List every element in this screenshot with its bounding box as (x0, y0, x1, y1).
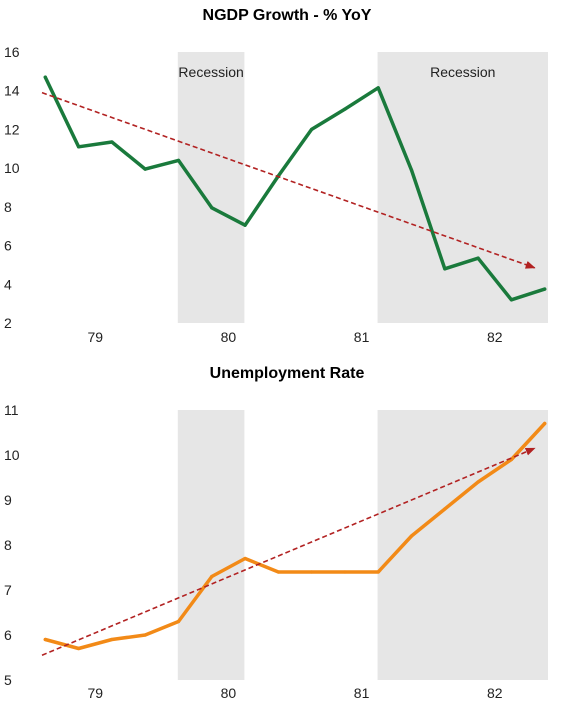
data-point (43, 637, 47, 642)
y-tick-label: 16 (4, 44, 20, 60)
data-point (110, 637, 114, 642)
data-point (143, 633, 147, 637)
data-point (509, 298, 513, 302)
data-point (110, 140, 114, 144)
data-point (476, 480, 480, 484)
series-line (43, 421, 547, 651)
trend-arrow (41, 91, 536, 269)
data-point (243, 223, 247, 227)
y-tick-label: 2 (4, 315, 12, 331)
y-tick-label: 8 (4, 537, 12, 553)
series-line (43, 75, 547, 302)
unemployment-rate-chart: Unemployment Rate 5 6 7 8 9 10 11 79 80 81 82 (4, 365, 548, 701)
data-point (310, 127, 314, 132)
recession-shade (377, 52, 548, 323)
data-point (176, 158, 181, 162)
y-tick-label: 10 (4, 447, 20, 463)
data-point (409, 534, 414, 538)
recession-shade (177, 410, 245, 680)
data-point (443, 267, 447, 271)
y-tick-label: 14 (4, 83, 20, 99)
x-tick-label: 80 (221, 329, 237, 345)
data-point (210, 206, 214, 210)
x-tick-label: 80 (221, 685, 237, 701)
data-point (476, 256, 480, 260)
x-tick-label: 81 (354, 685, 370, 701)
data-point (443, 507, 447, 511)
data-point (77, 145, 81, 149)
x-tick-label: 82 (487, 329, 503, 345)
data-point (210, 574, 214, 579)
data-point (409, 168, 414, 172)
data-point (376, 86, 380, 90)
data-point (543, 287, 547, 291)
data-point (310, 570, 314, 574)
data-point (276, 570, 280, 574)
recession-shade (377, 410, 548, 680)
trend-arrow (41, 447, 536, 656)
y-tick-label: 12 (4, 121, 20, 137)
y-tick-label: 8 (4, 199, 12, 215)
ngdp-growth-chart: Recession Recession NGDP Growth - % YoY 2 4 6… (4, 7, 548, 345)
y-tick-label: 4 (4, 276, 12, 292)
data-point (176, 619, 181, 624)
data-point (343, 570, 347, 574)
y-tick-label: 7 (4, 582, 12, 598)
y-tick-label: 6 (4, 627, 12, 643)
recession-label: Recession (430, 64, 495, 80)
x-tick-label: 81 (354, 329, 370, 345)
y-tick-label: 9 (4, 492, 12, 508)
y-tick-label: 11 (4, 402, 19, 418)
x-tick-label: 82 (487, 685, 503, 701)
data-point (376, 570, 380, 574)
data-point (243, 556, 247, 561)
recession-shade (177, 52, 245, 323)
data-point (143, 167, 147, 171)
chart-title: NGDP Growth - % YoY (203, 7, 372, 24)
data-point (343, 107, 347, 111)
x-tick-label: 79 (87, 685, 103, 701)
data-point (43, 75, 47, 79)
data-point (77, 646, 81, 651)
y-tick-label: 10 (4, 160, 20, 176)
data-point (543, 421, 547, 426)
x-tick-label: 79 (87, 329, 103, 345)
y-tick-label: 5 (4, 672, 12, 688)
y-tick-label: 6 (4, 238, 12, 254)
chart-title: Unemployment Rate (210, 365, 365, 382)
recession-label: Recession (178, 64, 243, 80)
